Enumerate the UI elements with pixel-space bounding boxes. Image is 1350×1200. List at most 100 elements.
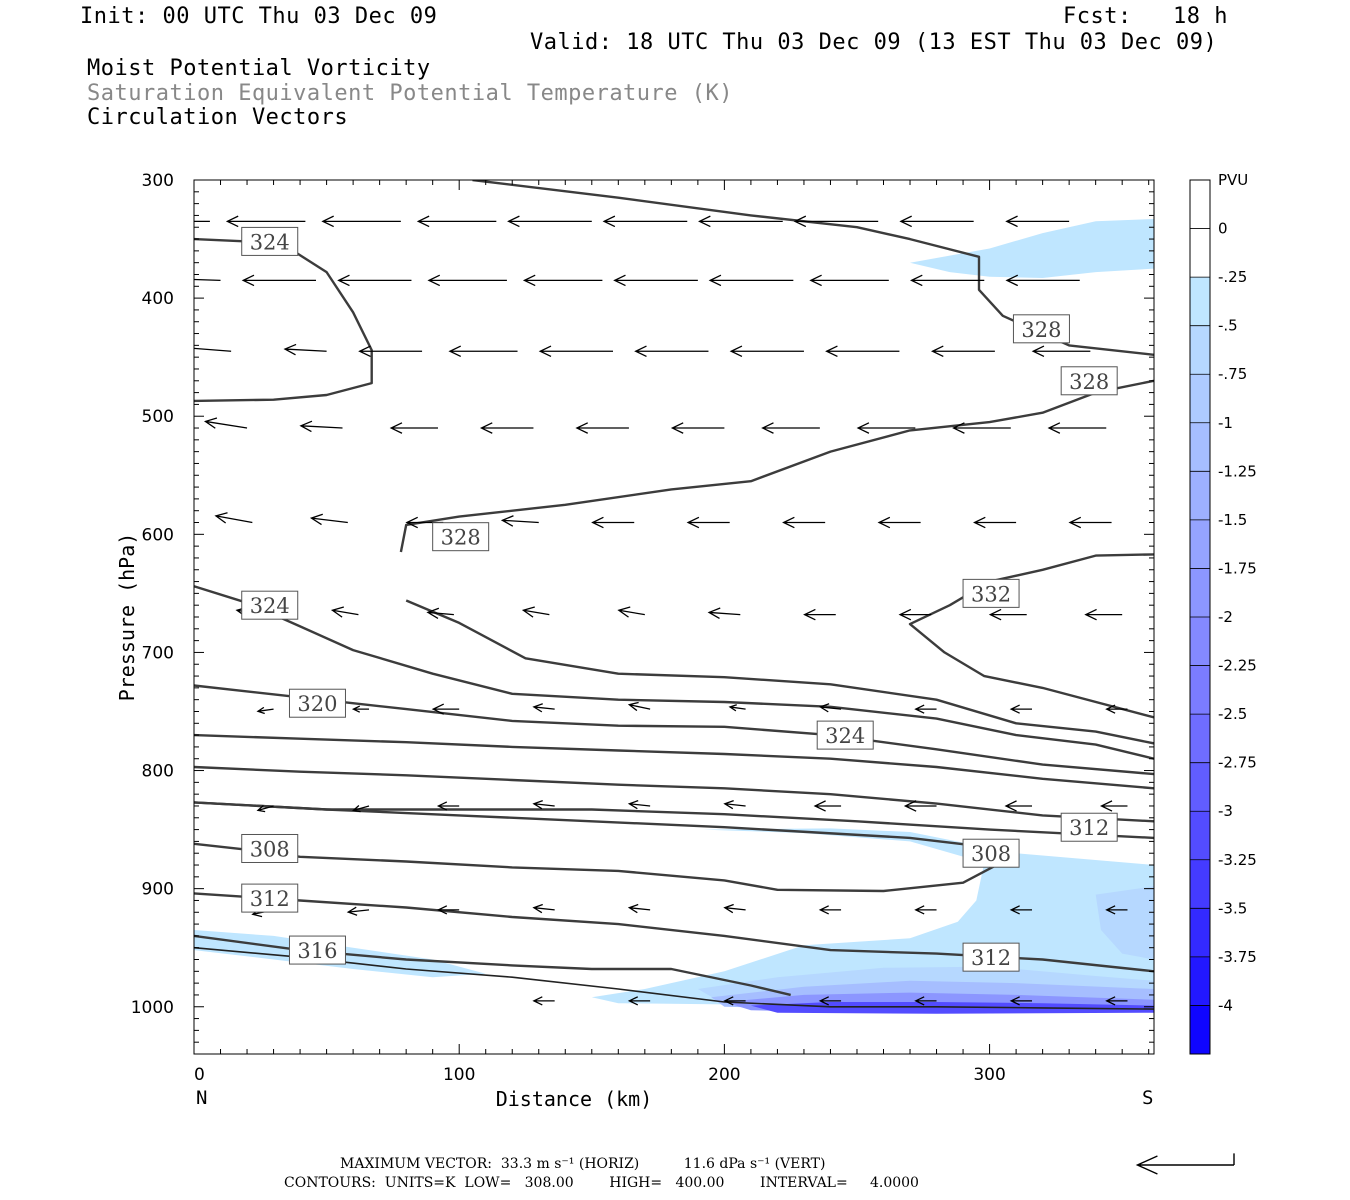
circulation-vector xyxy=(1047,422,1107,434)
colorbar-segment xyxy=(1190,471,1210,521)
terrain-line xyxy=(194,946,1154,1010)
circulation-vector xyxy=(899,215,974,228)
circulation-vector xyxy=(203,417,248,429)
circulation-vector xyxy=(670,422,725,434)
contour-label-box xyxy=(241,226,299,256)
colorbar-label: -.25 xyxy=(1218,268,1247,286)
circulation-vector xyxy=(723,996,746,1006)
circulation-vector xyxy=(914,996,937,1006)
circulation-vector xyxy=(1009,996,1033,1006)
contour-label: 324 xyxy=(825,724,865,748)
circulation-vector xyxy=(818,905,842,915)
circulation-vector xyxy=(591,516,635,529)
contour-label: 312 xyxy=(971,946,1011,970)
colorbar-label: -4 xyxy=(1218,996,1233,1014)
colorbar-label: -3 xyxy=(1218,802,1233,820)
circulation-vector xyxy=(627,996,651,1006)
colorbar-segment xyxy=(1190,325,1210,375)
colorbar-label: -2.75 xyxy=(1218,754,1257,772)
circulation-vector xyxy=(613,274,698,287)
contour-label-box xyxy=(288,935,346,965)
circulation-vector xyxy=(818,996,842,1006)
x-tick-label: 200 xyxy=(708,1065,740,1085)
circulation-vector xyxy=(358,345,423,358)
circulation-vector xyxy=(698,215,783,228)
circulation-vector xyxy=(952,422,1011,434)
contour-label-box xyxy=(962,942,1020,972)
contour-label-box xyxy=(1012,314,1070,344)
circulation-vector xyxy=(877,516,921,529)
circulation-vector xyxy=(930,345,995,358)
colorbar-label: -1.25 xyxy=(1218,462,1257,480)
colorbar-label: -1 xyxy=(1218,414,1233,432)
contours-note: CONTOURS: UNITS=K LOW= 308.00 HIGH= 400.… xyxy=(284,1175,919,1191)
circulation-vector xyxy=(351,705,370,713)
colorbar-segment xyxy=(1190,180,1210,230)
colorbar-segment xyxy=(1190,762,1210,812)
contour-label: 320 xyxy=(297,692,337,716)
circulation-vector xyxy=(728,704,746,712)
circulation-vector xyxy=(723,799,746,810)
circulation-vector xyxy=(914,704,937,714)
colorbar-label: -.75 xyxy=(1218,365,1247,383)
circulation-vector xyxy=(1009,905,1033,915)
circulation-vector xyxy=(532,703,555,713)
max-vector-note: MAXIMUM VECTOR: 33.3 m s⁻¹ (HORIZ) 11.6 … xyxy=(340,1156,826,1172)
circulation-vector xyxy=(1009,704,1033,714)
colorbar-segment xyxy=(1190,665,1210,715)
contour-label-box xyxy=(962,578,1020,608)
circulation-vector xyxy=(351,805,370,813)
circulation-vector xyxy=(241,274,316,287)
contour-320-5 xyxy=(194,684,1154,776)
circulation-vector xyxy=(299,420,343,433)
circulation-vector xyxy=(809,274,889,287)
contour-label-box xyxy=(241,833,299,863)
circulation-vector xyxy=(1105,704,1128,714)
contour-label-box xyxy=(1060,366,1118,396)
contour-324-7 xyxy=(194,585,1154,760)
colorbar-label: -3.25 xyxy=(1218,851,1257,869)
colorbar-segment xyxy=(1190,908,1210,958)
circulation-vector xyxy=(256,805,274,813)
y-axis-title: Pressure (hPa) xyxy=(115,533,139,702)
contour-label: 316 xyxy=(297,939,337,963)
colorbar-label: -3.5 xyxy=(1218,899,1247,917)
colorbar-label: -2 xyxy=(1218,608,1233,626)
contour-328-9 xyxy=(399,379,1154,553)
x-axis-title: Distance (km) xyxy=(496,1087,653,1111)
circulation-vector xyxy=(427,274,507,287)
contour-label: 312 xyxy=(1069,816,1109,840)
colorbar-segment xyxy=(1190,422,1210,472)
y-tick-label: 800 xyxy=(142,762,174,782)
circulation-vector xyxy=(909,274,985,287)
circulation-vector xyxy=(321,215,401,228)
circulation-vector xyxy=(194,347,232,352)
x-tick-label: 100 xyxy=(443,1065,475,1085)
circulation-vector xyxy=(479,422,534,434)
contour-label-box xyxy=(288,688,346,718)
circulation-vector xyxy=(729,345,804,358)
circulation-vector xyxy=(627,701,651,712)
colorbar-segment xyxy=(1190,956,1210,1006)
circulation-vector xyxy=(1084,608,1123,621)
circulation-vector xyxy=(194,278,221,282)
pv-region-0 xyxy=(910,219,1154,278)
circulation-vector xyxy=(522,274,603,287)
colorbar-segment xyxy=(1190,374,1210,424)
colorbar-label: -2.5 xyxy=(1218,705,1247,723)
contour-320-6 xyxy=(194,733,1154,790)
circulation-vector xyxy=(1099,800,1128,812)
circulation-vector xyxy=(602,215,688,228)
contour-324-8 xyxy=(194,237,373,403)
colorbar-segment xyxy=(1190,1005,1210,1055)
y-tick-label: 300 xyxy=(142,171,174,191)
circulation-vector xyxy=(194,220,210,222)
circulation-vector xyxy=(708,274,794,287)
contour-label: 308 xyxy=(250,837,290,861)
colorbar-title: PVU xyxy=(1218,171,1248,189)
contour-label-box xyxy=(1060,812,1118,842)
x-tick-label: 300 xyxy=(973,1065,1005,1085)
contour-label-box xyxy=(241,883,299,913)
circulation-vector xyxy=(898,608,932,621)
